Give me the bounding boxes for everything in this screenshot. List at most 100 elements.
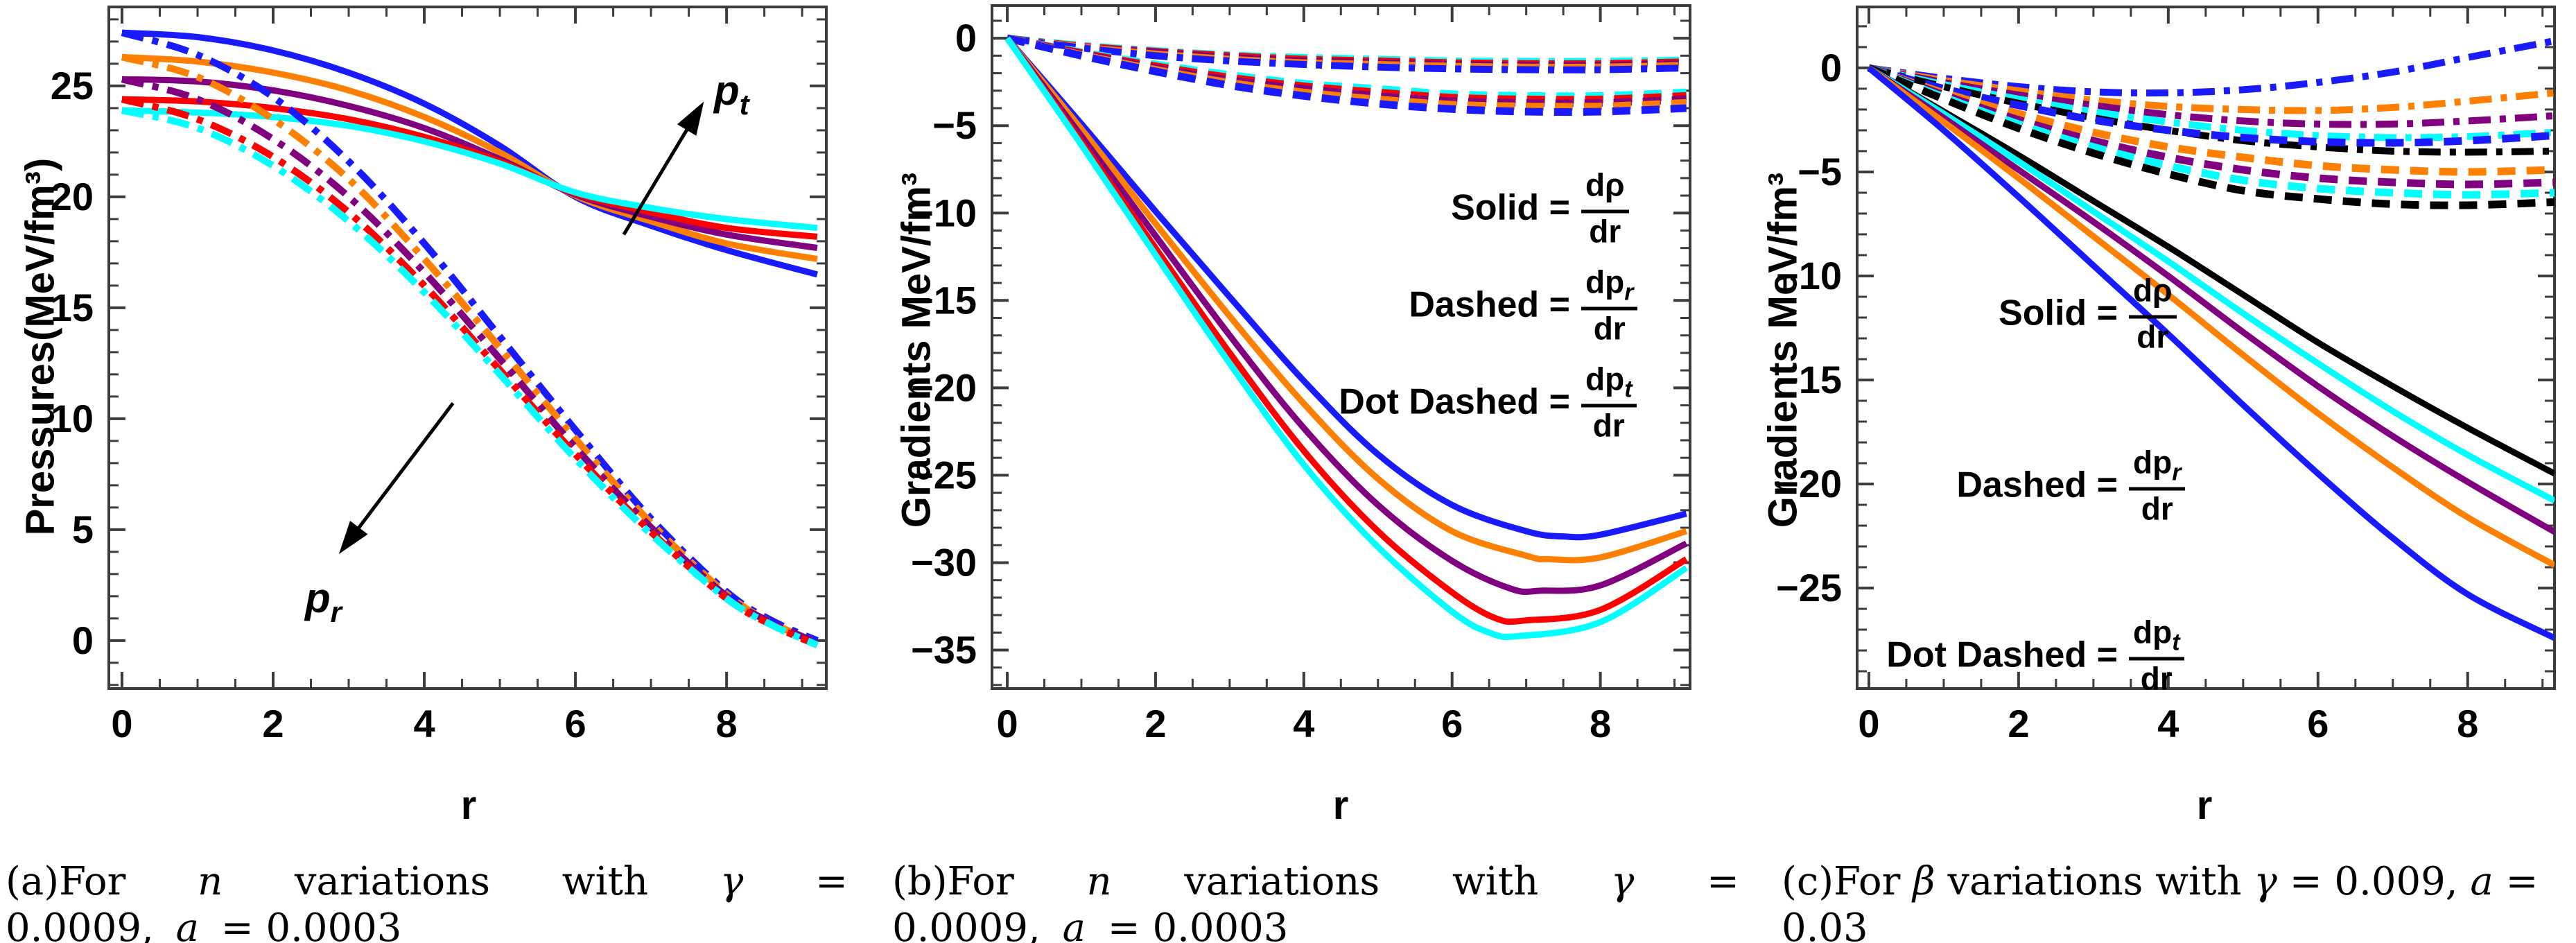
legend-c-solid: Solid = dρ dr <box>1872 272 2177 354</box>
frac-num: dp <box>2133 614 2173 650</box>
caption-word: variations with <box>1947 859 2242 904</box>
caption-b: (b)For n variations with γ = 0.0009, a =… <box>892 858 1739 943</box>
svg-text:15: 15 <box>51 286 94 329</box>
legend-c-solid-label: Solid = <box>1999 293 2118 334</box>
panel-c-x-axis-label: r <box>2196 783 2213 828</box>
caption-word: with <box>562 859 649 904</box>
caption-word: variations <box>294 859 490 904</box>
pt-annotation-label: pt <box>714 67 749 121</box>
caption-c-line1: (c)For β variations with γ = 0.009, a = <box>1782 858 2572 905</box>
caption-word: γ <box>1610 859 1635 904</box>
svg-text:20: 20 <box>51 175 94 218</box>
svg-text:2: 2 <box>2008 702 2029 745</box>
panel-b-plot: 0 2 4 6 8 0 −5 −10 −15 −20 −25 −30 −35 <box>911 4 1691 745</box>
caption-word: (b)For <box>892 859 1014 904</box>
svg-text:8: 8 <box>716 702 738 745</box>
panel-b-x-axis-label: r <box>1332 783 1349 828</box>
caption-c: (c)For β variations with γ = 0.009, a = … <box>1782 858 2572 943</box>
frac-den: dr <box>1589 213 1621 250</box>
frac-num-sub: t <box>2172 629 2180 656</box>
caption-word: = 0.0003 <box>1107 906 1289 943</box>
caption-word: = 0.009, <box>2289 859 2458 904</box>
svg-text:0: 0 <box>996 702 1018 745</box>
caption-word: 0.0009, <box>6 906 154 943</box>
caption-word: = <box>2505 859 2539 904</box>
panel-a-plot: 0 2 4 6 8 0 5 10 15 20 25 <box>51 6 828 745</box>
svg-text:−5: −5 <box>932 103 977 147</box>
legend-b-solid-fraction: dρ dr <box>1581 168 1629 248</box>
svg-text:−10: −10 <box>1776 254 1842 297</box>
svg-text:2: 2 <box>262 702 284 745</box>
pt-label-base: p <box>714 67 740 114</box>
caption-word: γ <box>720 859 744 904</box>
panel-a-y-axis-label: Pressures(MeV/fm³) <box>17 157 63 536</box>
caption-word: 0.0009, <box>892 906 1041 943</box>
legend-b-dashed: Dashed = dpr dr <box>1321 263 1638 347</box>
frac-num: dρ <box>1585 166 1625 203</box>
legend-c-dashed-fraction: dpr dr <box>2129 445 2186 527</box>
caption-word: = <box>815 859 848 904</box>
panel-c-y-axis-label: Gradients MeV/fm³ <box>1760 172 1806 528</box>
frac-num: dp <box>1585 263 1625 300</box>
svg-text:5: 5 <box>72 508 94 551</box>
svg-text:−10: −10 <box>911 191 977 234</box>
caption-a-line2: 0.0009, a = 0.0003 <box>6 905 848 943</box>
panel-c-plot: 0 2 4 6 8 0 −5 −10 −15 −20 −25 <box>1776 6 2556 745</box>
frac-num-sub: r <box>2172 459 2182 486</box>
svg-text:−30: −30 <box>911 540 977 584</box>
frac-den: dr <box>2140 660 2173 697</box>
svg-text:6: 6 <box>564 702 586 745</box>
panel-b-y-axis-label: Gradients MeV/fm³ <box>894 172 939 528</box>
svg-text:−15: −15 <box>1776 358 1842 401</box>
legend-b-dashed-fraction: dpr dr <box>1581 263 1638 347</box>
caption-c-line2: 0.03 <box>1782 905 2572 943</box>
svg-text:25: 25 <box>51 64 94 107</box>
caption-a-line1: (a)For n variations with γ = <box>6 858 848 905</box>
svg-text:−25: −25 <box>911 453 977 496</box>
caption-word: γ <box>2254 859 2277 904</box>
svg-text:2: 2 <box>1145 702 1166 745</box>
svg-text:−25: −25 <box>1776 566 1842 609</box>
frac-num: dp <box>1585 361 1625 397</box>
legend-b-dashed-label: Dashed = <box>1409 284 1570 325</box>
legend-b-solid: Solid = dρ dr <box>1321 168 1629 248</box>
svg-text:4: 4 <box>2157 702 2179 745</box>
caption-word: = <box>1707 859 1739 904</box>
legend-b-dotdashed-label: Dot Dashed = <box>1339 381 1570 422</box>
legend-c-dotdashed-label: Dot Dashed = <box>1886 634 2118 675</box>
svg-text:0: 0 <box>1858 702 1879 745</box>
frac-den: dr <box>2141 490 2173 527</box>
caption-a: (a)For n variations with γ = 0.0009, a =… <box>6 858 848 943</box>
svg-text:0: 0 <box>955 16 977 60</box>
svg-text:4: 4 <box>413 702 435 745</box>
svg-text:0: 0 <box>111 702 132 745</box>
legend-b-dotdashed-fraction: dpt dr <box>1581 361 1637 442</box>
caption-word: a <box>1062 906 1086 943</box>
pr-annotation-label: pr <box>305 574 342 629</box>
svg-text:10: 10 <box>51 397 94 440</box>
frac-num-sub: r <box>1624 279 1634 306</box>
svg-text:−5: −5 <box>1798 150 1842 193</box>
caption-word: = 0.0003 <box>220 906 402 943</box>
caption-word: variations <box>1184 859 1380 904</box>
svg-text:6: 6 <box>1441 702 1463 745</box>
caption-word: 0.03 <box>1782 906 1868 943</box>
legend-c-dotdashed: Dot Dashed = dpt dr <box>1872 614 2184 697</box>
caption-word: n <box>1086 859 1112 904</box>
svg-text:−20: −20 <box>1776 462 1842 505</box>
svg-text:8: 8 <box>2457 702 2478 745</box>
frac-den: dr <box>1593 310 1626 347</box>
caption-word: β <box>1913 859 1935 904</box>
svg-text:0: 0 <box>1820 46 1842 89</box>
frac-num: dρ <box>2133 272 2173 309</box>
legend-c-dashed: Dashed = dpr dr <box>1872 445 2186 527</box>
svg-text:−20: −20 <box>911 365 977 409</box>
svg-text:8: 8 <box>1590 702 1611 745</box>
caption-word: with <box>1452 859 1539 904</box>
pr-label-base: p <box>305 575 331 621</box>
caption-word: n <box>198 859 223 904</box>
svg-text:6: 6 <box>2307 702 2329 745</box>
legend-b-solid-label: Solid = <box>1451 187 1570 228</box>
